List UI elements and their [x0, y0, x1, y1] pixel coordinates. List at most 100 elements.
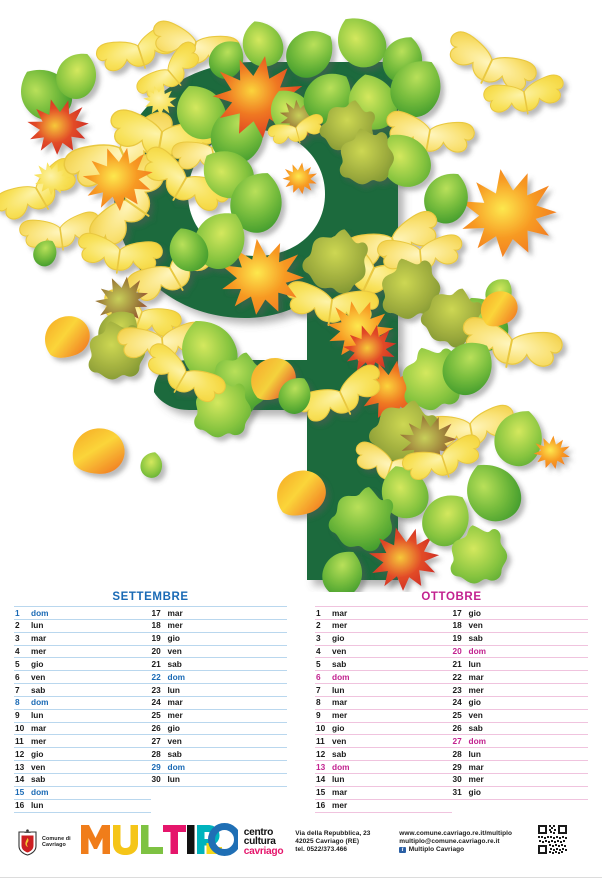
- day-row[interactable]: 12 gio: [14, 747, 151, 760]
- column-end-rule: [150, 785, 287, 787]
- day-row[interactable]: 24 gio: [451, 695, 588, 709]
- day-row[interactable]: 10 gio: [315, 721, 452, 735]
- day-row[interactable]: 20 dom: [451, 644, 588, 658]
- day-weekday: sab: [332, 748, 347, 759]
- day-row[interactable]: 16 mer: [315, 798, 452, 812]
- day-row[interactable]: 6 dom: [315, 670, 452, 683]
- day-row[interactable]: 8 dom: [14, 695, 151, 709]
- comune-line-1: Comune di: [42, 835, 71, 842]
- day-row[interactable]: 29 dom: [150, 760, 287, 773]
- day-row[interactable]: 23 mer: [451, 683, 588, 696]
- day-row[interactable]: 27 ven: [150, 734, 287, 747]
- day-weekday: gio: [31, 748, 44, 759]
- day-row[interactable]: 17 gio: [451, 606, 588, 619]
- day-weekday: lun: [31, 620, 44, 631]
- qr-code[interactable]: [537, 824, 569, 860]
- column-end-rule: [315, 811, 452, 813]
- day-row[interactable]: 6 ven: [14, 670, 151, 683]
- day-number: 4: [316, 646, 321, 657]
- day-row[interactable]: 27 dom: [451, 734, 588, 747]
- email-address[interactable]: multiplo@comune.cavriago.re.it: [399, 837, 500, 845]
- day-number: 8: [15, 697, 20, 708]
- day-row[interactable]: 19 gio: [150, 631, 287, 645]
- day-weekday: mer: [468, 684, 484, 695]
- day-row[interactable]: 5 sab: [315, 657, 452, 670]
- day-row[interactable]: 20 ven: [150, 644, 287, 658]
- day-row[interactable]: 1 mar: [315, 606, 452, 619]
- day-row[interactable]: 25 ven: [451, 708, 588, 722]
- comune-label: Comune di Cavriago: [42, 836, 71, 849]
- day-row[interactable]: 28 sab: [150, 747, 287, 760]
- day-row[interactable]: 26 gio: [150, 721, 287, 735]
- day-row[interactable]: 31 gio: [451, 785, 588, 799]
- day-row[interactable]: 15 dom: [14, 785, 151, 799]
- day-row[interactable]: 3 gio: [315, 631, 452, 645]
- day-number: 13: [15, 761, 25, 772]
- day-row[interactable]: 13 ven: [14, 760, 151, 773]
- day-row[interactable]: 2 lun: [14, 618, 151, 632]
- day-row[interactable]: 26 sab: [451, 721, 588, 735]
- day-row[interactable]: 3 mar: [14, 631, 151, 645]
- day-row[interactable]: 11 mer: [14, 734, 151, 747]
- day-row[interactable]: 8 mar: [315, 695, 452, 709]
- day-row[interactable]: 21 lun: [451, 657, 588, 670]
- day-row[interactable]: 16 lun: [14, 798, 151, 812]
- day-number: 12: [15, 748, 25, 759]
- day-row[interactable]: 11 ven: [315, 734, 452, 747]
- day-row[interactable]: 2 mer: [315, 618, 452, 632]
- day-row[interactable]: 21 sab: [150, 657, 287, 670]
- day-row[interactable]: 9 mer: [315, 708, 452, 722]
- day-number: 28: [452, 748, 462, 759]
- day-number: 20: [452, 646, 462, 657]
- day-row[interactable]: 24 mar: [150, 695, 287, 709]
- day-row[interactable]: 29 mar: [451, 760, 588, 773]
- day-row[interactable]: 14 sab: [14, 772, 151, 786]
- day-row[interactable]: 4 mer: [14, 644, 151, 658]
- month-column-settembre: SETTEMBRE 1 dom 2 lun 3 mar 4 mer 5 gio 6 ven …: [0, 590, 301, 813]
- multiplo-wordmark: [80, 823, 241, 856]
- day-weekday: ven: [468, 620, 483, 631]
- day-weekday: mar: [31, 723, 47, 734]
- day-number: 22: [151, 671, 161, 682]
- day-row[interactable]: 19 sab: [451, 631, 588, 645]
- day-row[interactable]: 30 mer: [451, 772, 588, 786]
- facebook-line[interactable]: f Multiplo Cavriago: [399, 846, 519, 854]
- day-weekday: sab: [167, 748, 182, 759]
- multiplo-logo[interactable]: [80, 823, 241, 861]
- day-row[interactable]: 22 dom: [150, 670, 287, 683]
- day-row[interactable]: 14 lun: [315, 772, 452, 786]
- day-number: 7: [316, 684, 321, 695]
- day-weekday: gio: [167, 633, 180, 644]
- day-number: 29: [452, 761, 462, 772]
- day-row[interactable]: 10 mar: [14, 721, 151, 735]
- day-number: 14: [316, 774, 326, 785]
- day-weekday: dom: [31, 697, 49, 708]
- day-row[interactable]: 17 mar: [150, 606, 287, 619]
- day-row[interactable]: 25 mer: [150, 708, 287, 722]
- day-row[interactable]: 15 mar: [315, 785, 452, 799]
- day-row[interactable]: 7 sab: [14, 683, 151, 696]
- web-contact-block: www.comune.cavriago.re.it/multiplo multi…: [399, 830, 519, 855]
- day-row[interactable]: 1 dom: [14, 606, 151, 619]
- day-weekday: ven: [31, 761, 46, 772]
- day-number: 27: [151, 735, 161, 746]
- day-row[interactable]: 4 ven: [315, 644, 452, 658]
- day-row[interactable]: 23 lun: [150, 683, 287, 696]
- day-row[interactable]: 18 ven: [451, 618, 588, 632]
- day-row[interactable]: 7 lun: [315, 683, 452, 696]
- day-row[interactable]: 30 lun: [150, 772, 287, 786]
- day-row[interactable]: 28 lun: [451, 747, 588, 760]
- day-row[interactable]: 5 gio: [14, 657, 151, 670]
- day-weekday: ven: [167, 735, 182, 746]
- day-row[interactable]: 22 mar: [451, 670, 588, 683]
- day-weekday: mar: [167, 607, 183, 618]
- day-weekday: dom: [332, 761, 350, 772]
- day-number: 18: [452, 620, 462, 631]
- day-row[interactable]: 18 mer: [150, 618, 287, 632]
- day-row[interactable]: 9 lun: [14, 708, 151, 722]
- day-row[interactable]: 13 dom: [315, 760, 452, 773]
- website-url[interactable]: www.comune.cavriago.re.it/multiplo: [399, 829, 512, 837]
- day-weekday: gio: [332, 723, 345, 734]
- day-row[interactable]: 12 sab: [315, 747, 452, 760]
